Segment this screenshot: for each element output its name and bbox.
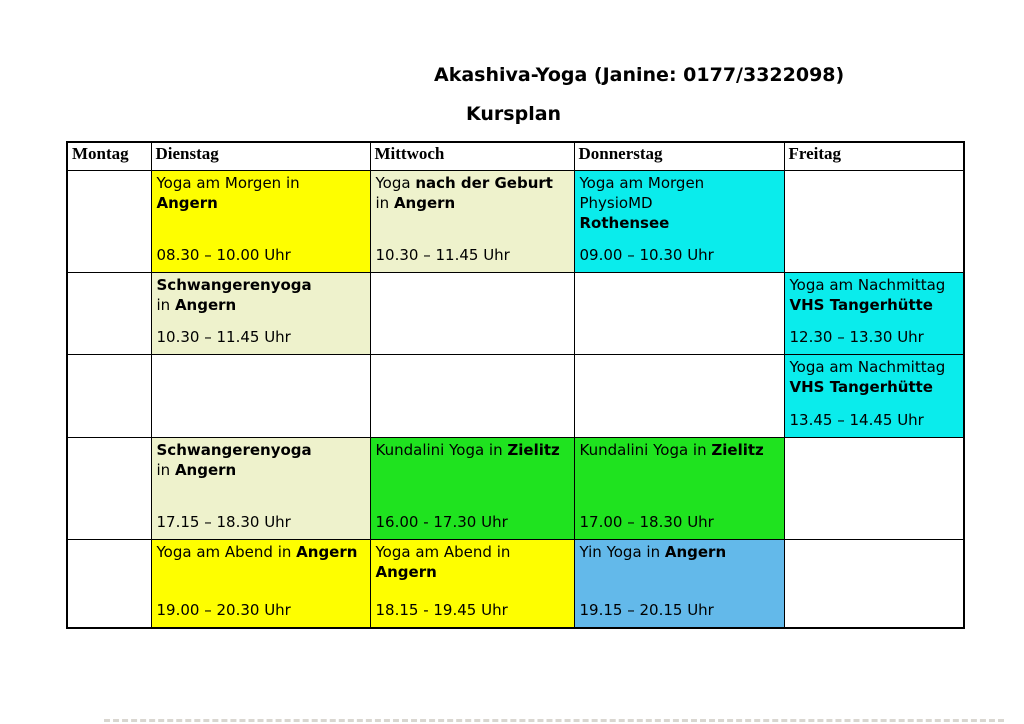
- course-title: Yoga am Abend in Angern: [375, 543, 511, 581]
- course-title: Yoga am Abend in Angern: [156, 543, 358, 561]
- course-time: 10.30 – 11.45 Uhr: [375, 246, 510, 265]
- schedule-cell-dienstag: Schwangerenyoga in Angern 17.15 – 18.30 Uh…: [150, 437, 371, 540]
- table-header-row: Montag Dienstag Mittwoch Donnerstag Frei…: [66, 141, 965, 171]
- course-title: Yin Yoga in Angern: [579, 543, 727, 561]
- course-schedule-table: Montag Dienstag Mittwoch Donnerstag Frei…: [66, 141, 965, 629]
- column-header-montag: Montag: [66, 141, 152, 171]
- schedule-cell-freitag: [783, 437, 965, 540]
- course-title: Kundalini Yoga in Zielitz: [375, 441, 560, 459]
- schedule-cell-dienstag: Yoga am Morgen in Angern 08.30 – 10.00 Uh…: [150, 170, 371, 273]
- schedule-cell-freitag: [783, 170, 965, 273]
- page-title: Akashiva-Yoga (Janine: 0177/3322098): [434, 64, 845, 86]
- course-time: 08.30 – 10.00 Uhr: [156, 246, 291, 265]
- schedule-cell-dienstag: Yoga am Abend in Angern 19.00 – 20.30 Uhr: [150, 539, 371, 629]
- course-time: 17.00 – 18.30 Uhr: [579, 513, 714, 532]
- column-header-donnerstag: Donnerstag: [573, 141, 785, 171]
- schedule-cell-mittwoch: Yoga am Abend in Angern 18.15 - 19.45 Uhr: [369, 539, 575, 629]
- course-time: 09.00 – 10.30 Uhr: [579, 246, 714, 265]
- schedule-cell-donnerstag: Yoga am Morgen PhysioMD Rothensee 09.00 – 1…: [573, 170, 785, 273]
- schedule-cell-freitag: Yoga am Nachmittag VHS Tangerhütte 12.30 –…: [783, 272, 965, 355]
- column-header-dienstag: Dienstag: [150, 141, 371, 171]
- course-title: Schwangerenyoga in Angern: [156, 441, 312, 479]
- schedule-cell-montag: [66, 170, 152, 273]
- course-time: 18.15 - 19.45 Uhr: [375, 601, 508, 620]
- schedule-cell-mittwoch: Yoga nach der Geburt in Angern 10.30 – 11.…: [369, 170, 575, 273]
- course-time: 10.30 – 11.45 Uhr: [156, 328, 291, 347]
- course-title: Yoga am Morgen in Angern: [156, 174, 300, 212]
- course-title: Schwangerenyoga in Angern: [156, 276, 312, 314]
- schedule-cell-montag: [66, 272, 152, 355]
- schedule-cell-mittwoch: [369, 272, 575, 355]
- course-title: Yoga nach der Geburt in Angern: [375, 174, 553, 212]
- table-row: Yoga am Abend in Angern 19.00 – 20.30 Uhr…: [66, 539, 965, 629]
- table-row: Yoga am Nachmittag VHS Tangerhütte 13.45 –…: [66, 354, 965, 438]
- table-row: Schwangerenyoga in Angern 10.30 – 11.45 Uh…: [66, 272, 965, 355]
- schedule-cell-mittwoch: Kundalini Yoga in Zielitz 16.00 - 17.30 U…: [369, 437, 575, 540]
- course-time: 16.00 - 17.30 Uhr: [375, 513, 508, 532]
- schedule-cell-montag: [66, 437, 152, 540]
- schedule-cell-donnerstag: Kundalini Yoga in Zielitz 17.00 – 18.30 U…: [573, 437, 785, 540]
- schedule-cell-dienstag: Schwangerenyoga in Angern 10.30 – 11.45 Uh…: [150, 272, 371, 355]
- schedule-cell-montag: [66, 539, 152, 629]
- schedule-cell-dienstag: [150, 354, 371, 438]
- schedule-cell-freitag: Yoga am Nachmittag VHS Tangerhütte 13.45 –…: [783, 354, 965, 438]
- course-title: Yoga am Nachmittag VHS Tangerhütte: [789, 276, 946, 314]
- schedule-body: Yoga am Morgen in Angern 08.30 – 10.00 Uh…: [66, 170, 965, 629]
- course-time: 19.00 – 20.30 Uhr: [156, 601, 291, 620]
- course-time: 19.15 – 20.15 Uhr: [579, 601, 714, 620]
- course-time: 12.30 – 13.30 Uhr: [789, 328, 924, 347]
- course-time: 17.15 – 18.30 Uhr: [156, 513, 291, 532]
- course-time: 13.45 – 14.45 Uhr: [789, 411, 924, 430]
- schedule-cell-donnerstag: Yin Yoga in Angern 19.15 – 20.15 Uhr: [573, 539, 785, 629]
- page-bottom-edge-line: [104, 719, 1004, 722]
- column-header-mittwoch: Mittwoch: [369, 141, 575, 171]
- course-title: Yoga am Nachmittag VHS Tangerhütte: [789, 358, 946, 396]
- course-title: Yoga am Morgen PhysioMD Rothensee: [579, 174, 705, 232]
- schedule-cell-montag: [66, 354, 152, 438]
- schedule-cell-donnerstag: [573, 272, 785, 355]
- page-subtitle: Kursplan: [466, 103, 562, 125]
- schedule-cell-mittwoch: [369, 354, 575, 438]
- schedule-cell-freitag: [783, 539, 965, 629]
- table-row: Schwangerenyoga in Angern 17.15 – 18.30 Uh…: [66, 437, 965, 540]
- table-row: Yoga am Morgen in Angern 08.30 – 10.00 Uh…: [66, 170, 965, 273]
- course-title: Kundalini Yoga in Zielitz: [579, 441, 764, 459]
- schedule-cell-donnerstag: [573, 354, 785, 438]
- column-header-freitag: Freitag: [783, 141, 965, 171]
